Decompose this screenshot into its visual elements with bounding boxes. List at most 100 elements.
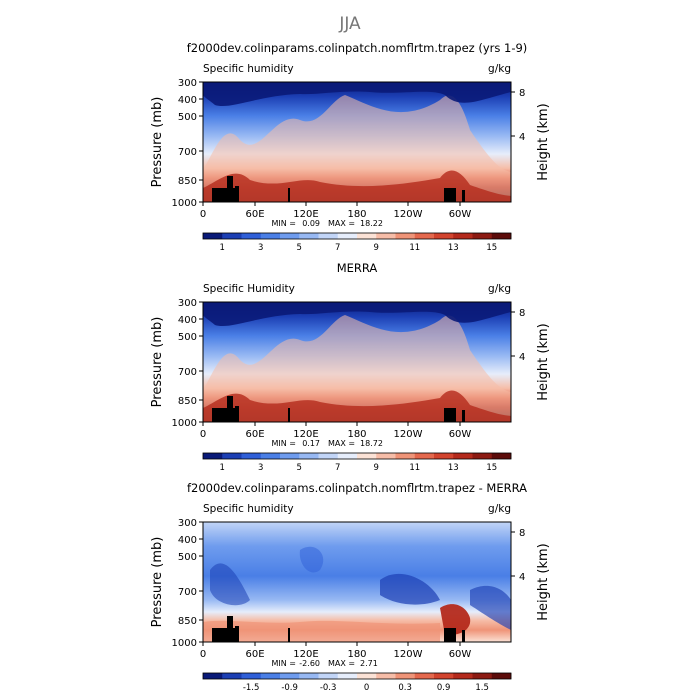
y-tick-label: 300 [178,518,197,529]
x-tick-label: 180 [347,429,366,440]
min-value: 0.09 [302,219,320,228]
moist-region [203,315,511,422]
topography [462,190,465,202]
y-tick-label: 400 [178,95,197,106]
min-label: MIN = [272,659,297,668]
x-tick-label: 120W [394,209,423,220]
colorbar-swatch [434,453,454,459]
colorbar-swatch [376,233,396,239]
x-tick-label: 120E [293,649,318,660]
topography [444,188,456,202]
y-tick-label: 400 [178,315,197,326]
positive-anomaly [440,604,471,636]
x-tick-label: 0 [200,429,206,440]
colorbar-swatch [280,453,300,459]
units-label: g/kg [488,283,511,295]
colorbar-swatch [337,453,358,459]
colorbar-swatch [491,233,512,239]
y-tick-label: 400 [178,535,197,546]
colorbar-tick-label: 11 [409,463,420,473]
x-tick-label: 180 [347,649,366,660]
y-right-tick-label: 8 [519,308,525,319]
topography [288,408,290,422]
topography [235,186,239,202]
negative-anomaly [470,585,511,630]
y-tick-label: 700 [178,367,197,378]
colorbar-swatch [472,673,493,679]
moist-region [203,95,511,202]
colorbar-swatch [337,673,358,679]
colorbar-tick-label: 13 [448,243,459,253]
colorbar-swatch [299,453,319,459]
high-humidity-region [203,390,511,422]
colorbar-swatch [222,233,242,239]
topography [288,188,290,202]
colorbar-swatch [241,673,262,679]
colorbar-tick-label: -0.9 [281,683,298,693]
x-tick-label: 0 [200,209,206,220]
colorbar-swatch [280,673,300,679]
negative-anomaly [380,573,440,605]
y-tick-label: 300 [178,298,197,309]
colorbar-swatch [491,453,512,459]
colorbar-swatch [357,233,377,239]
colorbar-frame [202,672,512,680]
y-tick-label: 700 [178,147,197,158]
colorbar-tick-label: 0.9 [437,683,451,693]
colorbar-swatch [318,233,339,239]
figure-title: JJA [338,14,361,34]
colorbar-swatch [434,233,454,239]
y-tick-label: 500 [178,112,197,123]
min-label: MIN = [272,439,297,448]
y-tick-label: 1000 [172,638,197,649]
y-right-axis-title: Height (km) [536,543,551,620]
colorbar-swatch [299,233,319,239]
topography [444,628,456,642]
colorbar-tick-label: 0.3 [398,683,412,693]
panel-3: f2000dev.colinparams.colinpatch.nomflrtm… [150,481,551,693]
colorbar-tick-label: 15 [486,463,497,473]
x-tick-label: 120E [293,209,318,220]
field-label: Specific humidity [203,503,294,515]
colorbar-tick-label: -1.5 [243,683,260,693]
colorbar-swatch [414,453,435,459]
colorbar-tick-label: 7 [335,463,340,473]
colorbar-swatch [453,673,473,679]
max-label: MAX = [328,219,355,228]
colorbar-swatch [203,673,223,679]
colorbar-tick-label: -0.3 [320,683,337,693]
colorbar-swatch [414,673,435,679]
y-tick-label: 500 [178,332,197,343]
x-tick-label: 60W [449,209,472,220]
colorbar-tick-label: 15 [486,243,497,253]
y-tick-label: 850 [178,176,197,187]
units-label: g/kg [488,503,511,515]
colorbar-frame [202,232,512,240]
colorbar-swatch [376,673,396,679]
colorbar-tick-label: 0 [364,683,369,693]
y-tick-label: 1000 [172,418,197,429]
x-tick-label: 120E [293,429,318,440]
negative-anomaly [299,546,324,573]
colorbar-tick-label: 1.5 [475,683,489,693]
panel-title: MERRA [337,261,378,275]
topography [462,630,465,642]
units-label: g/kg [488,63,511,75]
max-label: MAX = [328,439,355,448]
colorbar-swatch [203,233,223,239]
dry-region [203,302,511,327]
topography [212,628,238,642]
x-tick-label: 180 [347,209,366,220]
colorbar-tick-label: 9 [374,243,379,253]
colorbar-tick-label: 5 [297,463,302,473]
colorbar-swatch [241,453,262,459]
y-axis-title: Pressure (mb) [150,317,165,408]
colorbar-swatch [318,453,339,459]
colorbar-swatch [241,233,262,239]
y-tick-label: 850 [178,396,197,407]
positive-anomaly [203,620,440,642]
topography [235,406,239,422]
y-tick-label: 500 [178,552,197,563]
